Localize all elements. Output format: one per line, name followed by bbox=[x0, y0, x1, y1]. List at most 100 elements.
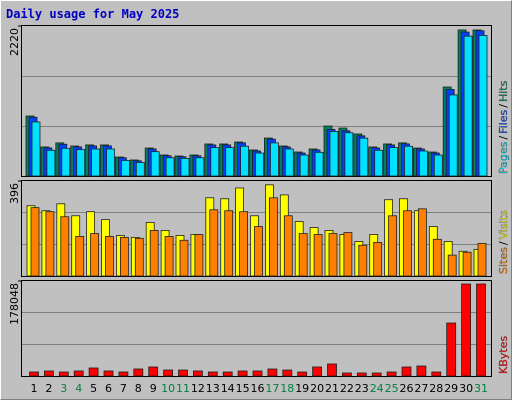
y-tick-label: 2220 bbox=[8, 28, 21, 56]
bar bbox=[180, 158, 190, 177]
bar bbox=[404, 145, 413, 177]
bar bbox=[133, 368, 144, 377]
bar bbox=[477, 242, 487, 277]
x-tick-label: 13 bbox=[206, 382, 220, 395]
bar bbox=[418, 150, 428, 177]
bar bbox=[329, 131, 339, 177]
bar bbox=[299, 154, 309, 177]
legend-entry: Hits bbox=[497, 80, 510, 102]
bar bbox=[447, 254, 457, 277]
legend: KBytes bbox=[497, 336, 510, 374]
legend-entry: Sites bbox=[497, 247, 510, 274]
bar bbox=[255, 152, 264, 177]
x-tick-label: 9 bbox=[150, 382, 157, 395]
bar bbox=[476, 283, 486, 377]
bar bbox=[73, 370, 84, 377]
bar bbox=[179, 239, 189, 277]
bar bbox=[358, 244, 368, 277]
bar bbox=[106, 148, 115, 177]
bar bbox=[298, 233, 308, 277]
panel-frames bbox=[21, 25, 492, 377]
bar bbox=[239, 211, 249, 277]
x-tick-label: 18 bbox=[280, 382, 294, 395]
bar bbox=[44, 370, 54, 377]
bar bbox=[45, 211, 55, 277]
bar bbox=[121, 160, 130, 177]
x-tick-label: 3 bbox=[60, 382, 67, 395]
bar bbox=[282, 369, 293, 377]
x-tick-label: 22 bbox=[340, 382, 354, 395]
bar bbox=[225, 147, 235, 177]
bar bbox=[58, 371, 69, 377]
x-tick-label: 17 bbox=[265, 382, 279, 395]
bar bbox=[448, 94, 458, 177]
bar bbox=[148, 366, 159, 377]
bar bbox=[328, 233, 338, 277]
bar bbox=[478, 35, 488, 177]
bar bbox=[207, 371, 218, 377]
x-tick-label: 24 bbox=[370, 382, 384, 395]
bar bbox=[433, 154, 443, 177]
bar bbox=[356, 372, 367, 377]
x-tick-label: 7 bbox=[120, 382, 127, 395]
bar bbox=[269, 142, 279, 177]
bar bbox=[60, 216, 70, 277]
legend-entry: Files bbox=[497, 109, 510, 133]
bar bbox=[314, 151, 324, 177]
bar bbox=[240, 145, 250, 177]
x-tick-label: 12 bbox=[191, 382, 205, 395]
bar bbox=[192, 370, 203, 377]
bar bbox=[46, 149, 56, 177]
bar bbox=[388, 215, 398, 277]
bar bbox=[149, 230, 159, 277]
bar bbox=[237, 370, 248, 377]
x-tick-label: 28 bbox=[429, 382, 443, 395]
bar bbox=[283, 215, 293, 277]
x-tick-label: 19 bbox=[295, 382, 309, 395]
x-tick-label: 6 bbox=[105, 382, 112, 395]
bar bbox=[267, 368, 278, 377]
bar bbox=[210, 147, 220, 177]
x-tick-label: 8 bbox=[135, 382, 142, 395]
x-tick-label: 5 bbox=[90, 382, 97, 395]
bar bbox=[327, 363, 337, 377]
bar bbox=[134, 237, 144, 277]
bar bbox=[103, 370, 114, 377]
legend-separator: / bbox=[497, 241, 510, 245]
bar bbox=[254, 226, 263, 277]
bar bbox=[297, 371, 308, 377]
x-tick-label: 4 bbox=[75, 382, 82, 395]
x-tick-label: 21 bbox=[325, 382, 339, 395]
bar bbox=[75, 236, 85, 277]
bar bbox=[389, 147, 399, 177]
x-tick-label: 2 bbox=[45, 382, 52, 395]
bar bbox=[120, 236, 129, 277]
panel bbox=[21, 280, 492, 377]
bar bbox=[416, 365, 427, 377]
y-tick-label: 178048 bbox=[8, 283, 21, 325]
bar bbox=[30, 207, 40, 277]
bar bbox=[195, 157, 205, 177]
bar bbox=[403, 210, 412, 277]
x-tick-label: 16 bbox=[251, 382, 265, 395]
x-tick-label: 26 bbox=[400, 382, 414, 395]
bar bbox=[105, 236, 114, 277]
bar bbox=[90, 233, 99, 277]
legend-separator: / bbox=[497, 136, 510, 140]
bar bbox=[209, 209, 219, 277]
x-tick-label: 27 bbox=[414, 382, 428, 395]
bar bbox=[268, 197, 278, 277]
x-tick-label: 20 bbox=[310, 382, 324, 395]
legend-separator: / bbox=[497, 104, 510, 108]
bar bbox=[431, 371, 442, 377]
bar bbox=[371, 372, 382, 377]
bar bbox=[312, 366, 323, 377]
x-tick-label: 15 bbox=[236, 382, 250, 395]
y-tick-label: 396 bbox=[8, 183, 21, 204]
legend-entry: Visits bbox=[497, 210, 510, 239]
x-tick-label: 31 bbox=[474, 382, 488, 395]
bar bbox=[341, 372, 352, 377]
x-tick-label: 11 bbox=[176, 382, 190, 395]
x-tick-label: 29 bbox=[444, 382, 458, 395]
